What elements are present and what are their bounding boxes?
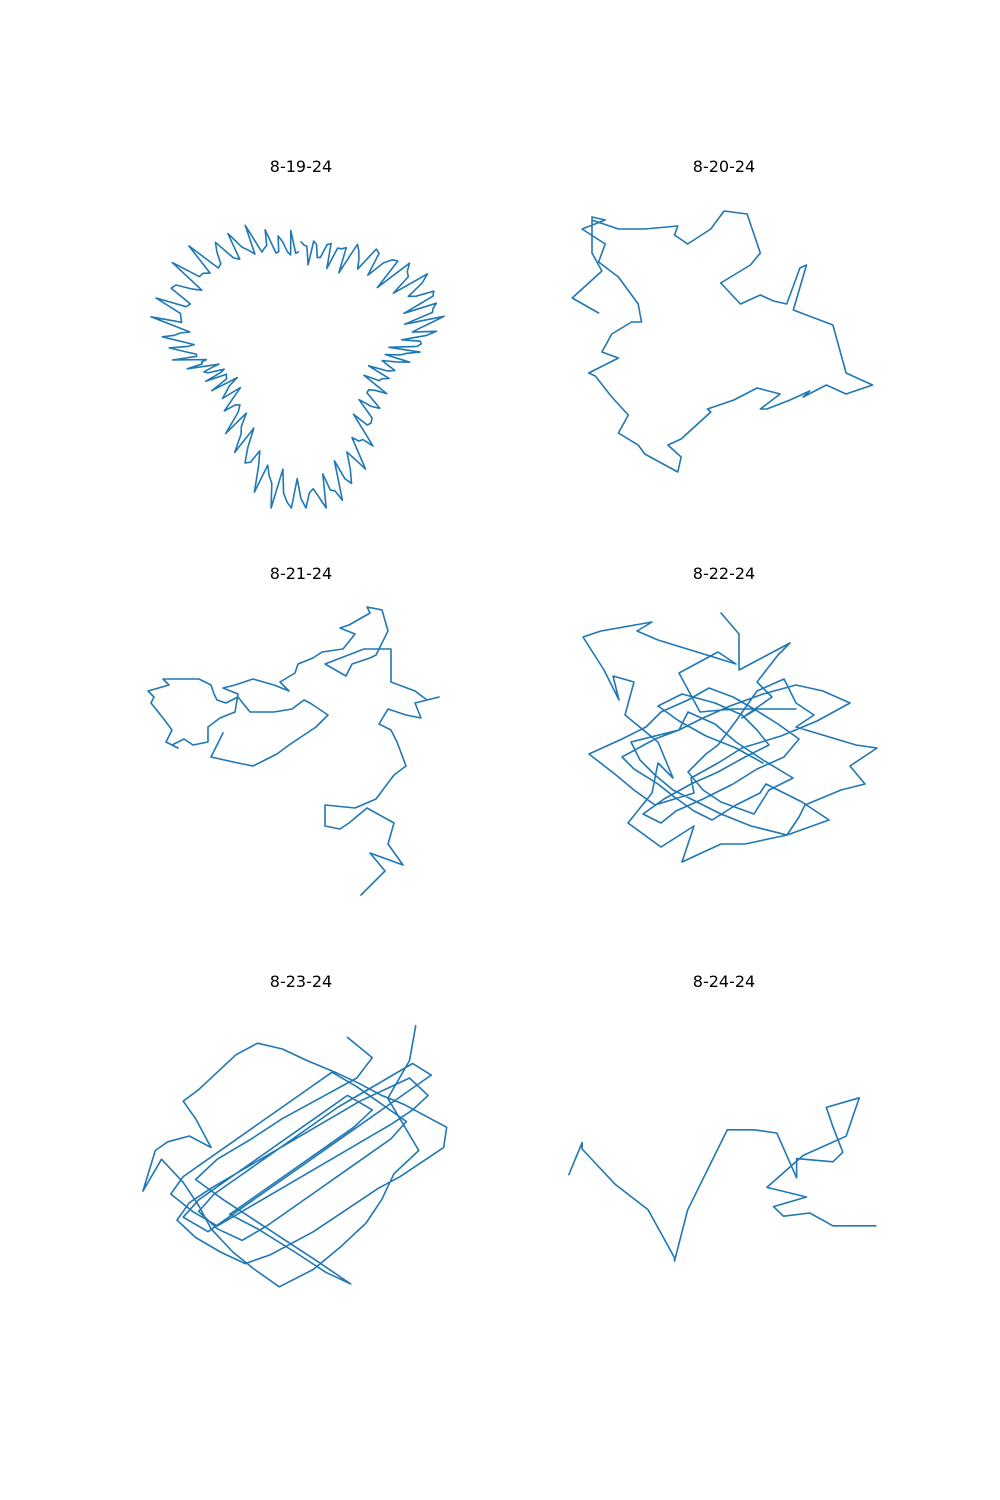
panel-5-series-line xyxy=(142,1025,448,1288)
panel-1: 8-19-24 xyxy=(150,157,445,509)
panel-5: 8-23-24 xyxy=(142,972,448,1288)
panel-2-title: 8-20-24 xyxy=(693,157,755,176)
panel-3-series-line xyxy=(147,606,440,896)
panel-6-series-line xyxy=(568,1097,877,1262)
panel-4-title: 8-22-24 xyxy=(693,564,755,583)
panel-3-title: 8-21-24 xyxy=(270,564,332,583)
panel-5-title: 8-23-24 xyxy=(270,972,332,991)
panel-2: 8-20-24 xyxy=(571,157,874,473)
panel-1-series-line xyxy=(150,224,445,509)
panel-4-series-line xyxy=(582,612,878,863)
panel-4: 8-22-24 xyxy=(582,564,878,863)
panel-2-series-line xyxy=(571,210,874,473)
panel-3: 8-21-24 xyxy=(147,564,440,896)
panel-6-title: 8-24-24 xyxy=(693,972,755,991)
panel-6: 8-24-24 xyxy=(568,972,877,1262)
panel-1-title: 8-19-24 xyxy=(270,157,332,176)
